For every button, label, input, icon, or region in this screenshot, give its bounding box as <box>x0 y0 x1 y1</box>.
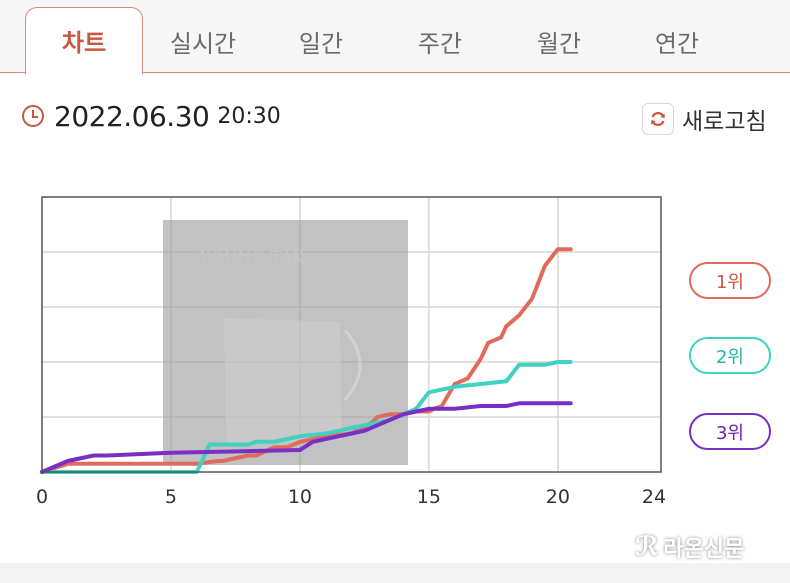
x-tick-label: 10 <box>288 486 312 508</box>
refresh-label: 새로고침 <box>682 109 767 135</box>
watermark-logo-icon: ℛ <box>635 532 660 562</box>
x-tick-label: 0 <box>36 486 48 508</box>
series-line-2 <box>40 360 573 474</box>
tab-chart[interactable]: 차트 <box>25 7 143 75</box>
clock-icon <box>22 105 44 127</box>
album-art: YOUNG TAK <box>163 220 408 465</box>
series-line-1 <box>40 247 573 474</box>
legend-2nd-label: 2위 <box>715 346 744 368</box>
legend-3rd[interactable]: 3위 <box>689 413 771 450</box>
legend-1st[interactable]: 1위 <box>689 262 771 299</box>
x-axis-ticks: 0 5 10 15 20 24 <box>36 486 666 508</box>
tab-weekly[interactable]: 주간 <box>417 30 463 58</box>
legend-2nd[interactable]: 2위 <box>689 337 771 374</box>
album-art-text: YOUNG TAK <box>199 248 305 266</box>
series-line-3 <box>40 401 573 474</box>
x-tick-label: 20 <box>546 486 570 508</box>
x-tick-label: 5 <box>165 486 177 508</box>
tab-yearly[interactable]: 연간 <box>654 30 700 58</box>
legend-3rd-label: 3위 <box>715 422 744 444</box>
chart-timestamp: 2022.06.30 20:30 <box>22 96 281 136</box>
chart-lines <box>40 247 573 474</box>
watermark: ℛ 라온신문 <box>635 530 744 564</box>
x-tick-label: 24 <box>642 486 666 508</box>
tab-monthly[interactable]: 월간 <box>536 30 582 58</box>
tab-realtime[interactable]: 실시간 <box>169 30 237 58</box>
refresh-button[interactable]: 새로고침 <box>642 101 767 137</box>
tab-daily[interactable]: 일간 <box>298 30 344 58</box>
watermark-text: 라온신문 <box>663 537 745 562</box>
time-text: 20:30 <box>217 103 281 129</box>
x-tick-label: 15 <box>417 486 441 508</box>
date-text: 2022.06.30 <box>54 99 210 133</box>
refresh-icon[interactable] <box>642 103 674 135</box>
legend-1st-label: 1위 <box>715 271 744 293</box>
plot-frame <box>41 196 662 473</box>
bottom-band <box>0 563 790 583</box>
tab-bar: 차트 실시간 일간 주간 월간 연간 <box>0 0 790 75</box>
